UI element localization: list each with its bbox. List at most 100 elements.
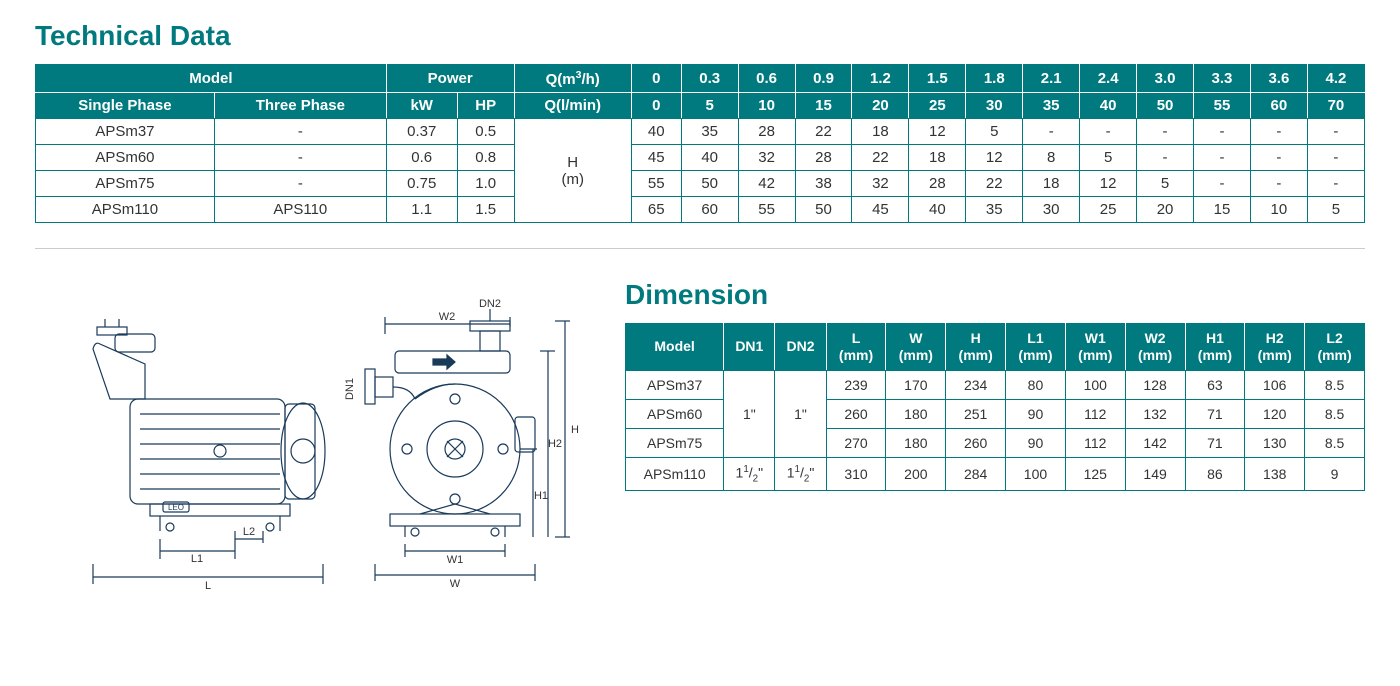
dth-l2: L2(mm)	[1305, 324, 1365, 371]
cell-h: 22	[852, 145, 909, 171]
th-power: Power	[386, 65, 514, 93]
svg-text:H: H	[571, 424, 579, 436]
cell-h: -	[1023, 119, 1080, 145]
cell-h: 25	[1080, 197, 1137, 223]
cell-single: APSm110	[36, 197, 215, 223]
q-m3h-10: 3.3	[1194, 65, 1251, 93]
table-row: APSm60-0.60.84540322822181285----	[36, 145, 1365, 171]
cell-w: 180	[886, 399, 946, 428]
dth-l: L(mm)	[826, 324, 886, 371]
cell-h: 251	[946, 399, 1006, 428]
cell-w1: 125	[1065, 457, 1125, 490]
th-three-phase: Three Phase	[214, 93, 386, 119]
cell-l2: 8.5	[1305, 370, 1365, 399]
q-lmin-11: 60	[1250, 93, 1307, 119]
cell-h: 284	[946, 457, 1006, 490]
q-lmin-8: 40	[1080, 93, 1137, 119]
cell-h: -	[1194, 171, 1251, 197]
section-divider	[35, 248, 1365, 249]
cell-hp: 0.8	[457, 145, 514, 171]
q-lmin-10: 55	[1194, 93, 1251, 119]
cell-l1: 100	[1006, 457, 1066, 490]
cell-h: -	[1307, 171, 1364, 197]
table-row: APSm110APS1101.11.5656055504540353025201…	[36, 197, 1365, 223]
cell-three: APS110	[214, 197, 386, 223]
dimension-title: Dimension	[625, 279, 1365, 311]
cell-h: 12	[909, 119, 966, 145]
cell-h: 65	[631, 197, 681, 223]
cell-l1: 90	[1006, 428, 1066, 457]
cell-h: 5	[1307, 197, 1364, 223]
cell-h: 40	[631, 119, 681, 145]
pump-diagram: LEO L1 L2 L	[35, 279, 595, 599]
q-lmin-7: 35	[1023, 93, 1080, 119]
q-lmin-2: 10	[738, 93, 795, 119]
svg-text:L2: L2	[243, 526, 255, 538]
cell-h: 5	[966, 119, 1023, 145]
q-m3h-1: 0.3	[681, 65, 738, 93]
cell-dn1: 1"	[724, 370, 775, 457]
dth-h: H(mm)	[946, 324, 1006, 371]
cell-h: 32	[852, 171, 909, 197]
cell-l: 270	[826, 428, 886, 457]
q-m3h-5: 1.5	[909, 65, 966, 93]
cell-h: -	[1307, 145, 1364, 171]
cell-h: -	[1137, 119, 1194, 145]
cell-w2: 149	[1125, 457, 1185, 490]
cell-h: -	[1307, 119, 1364, 145]
th-model: Model	[36, 65, 387, 93]
cell-h: 18	[1023, 171, 1080, 197]
svg-text:W2: W2	[439, 311, 456, 323]
cell-h: -	[1194, 145, 1251, 171]
svg-text:DN2: DN2	[479, 298, 501, 310]
cell-kw: 0.75	[386, 171, 457, 197]
cell-model: APSm110	[626, 457, 724, 490]
cell-l2: 9	[1305, 457, 1365, 490]
cell-three: -	[214, 145, 386, 171]
cell-l: 239	[826, 370, 886, 399]
svg-text:W: W	[450, 578, 461, 590]
q-lmin-0: 0	[631, 93, 681, 119]
cell-h: 38	[795, 171, 852, 197]
technical-data-title: Technical Data	[35, 20, 1365, 52]
cell-h: 28	[909, 171, 966, 197]
diagram-svg: LEO L1 L2 L	[35, 279, 595, 599]
q-m3h-11: 3.6	[1250, 65, 1307, 93]
q-lmin-5: 25	[909, 93, 966, 119]
cell-w1: 112	[1065, 399, 1125, 428]
cell-h: -	[1250, 171, 1307, 197]
cell-h: 40	[681, 145, 738, 171]
dth-dn2: DN2	[775, 324, 826, 371]
cell-h2: 130	[1245, 428, 1305, 457]
cell-single: APSm75	[36, 171, 215, 197]
svg-text:H1: H1	[534, 490, 548, 502]
q-m3h-4: 1.2	[852, 65, 909, 93]
cell-h2: 120	[1245, 399, 1305, 428]
q-m3h-3: 0.9	[795, 65, 852, 93]
cell-h: 30	[1023, 197, 1080, 223]
cell-hp: 0.5	[457, 119, 514, 145]
cell-l1: 90	[1006, 399, 1066, 428]
cell-w: 170	[886, 370, 946, 399]
cell-kw: 0.6	[386, 145, 457, 171]
cell-h: -	[1080, 119, 1137, 145]
svg-text:LEO: LEO	[168, 503, 184, 512]
cell-model: APSm60	[626, 399, 724, 428]
dth-model: Model	[626, 324, 724, 371]
cell-h: 22	[966, 171, 1023, 197]
cell-h1: 71	[1185, 428, 1245, 457]
technical-data-table: Model Power Q(m3/h) 0 0.3 0.6 0.9 1.2 1.…	[35, 64, 1365, 223]
cell-l: 260	[826, 399, 886, 428]
cell-three: -	[214, 119, 386, 145]
q-m3h-12: 4.2	[1307, 65, 1364, 93]
cell-hm: H(m)	[514, 119, 631, 223]
svg-text:L1: L1	[191, 553, 203, 565]
dth-h2: H2(mm)	[1245, 324, 1305, 371]
cell-dn1: 11/2"	[724, 457, 775, 490]
q-lmin-4: 20	[852, 93, 909, 119]
cell-l2: 8.5	[1305, 428, 1365, 457]
cell-single: APSm60	[36, 145, 215, 171]
cell-h: -	[1194, 119, 1251, 145]
dth-h1: H1(mm)	[1185, 324, 1245, 371]
th-qm3h: Q(m3/h)	[514, 65, 631, 93]
